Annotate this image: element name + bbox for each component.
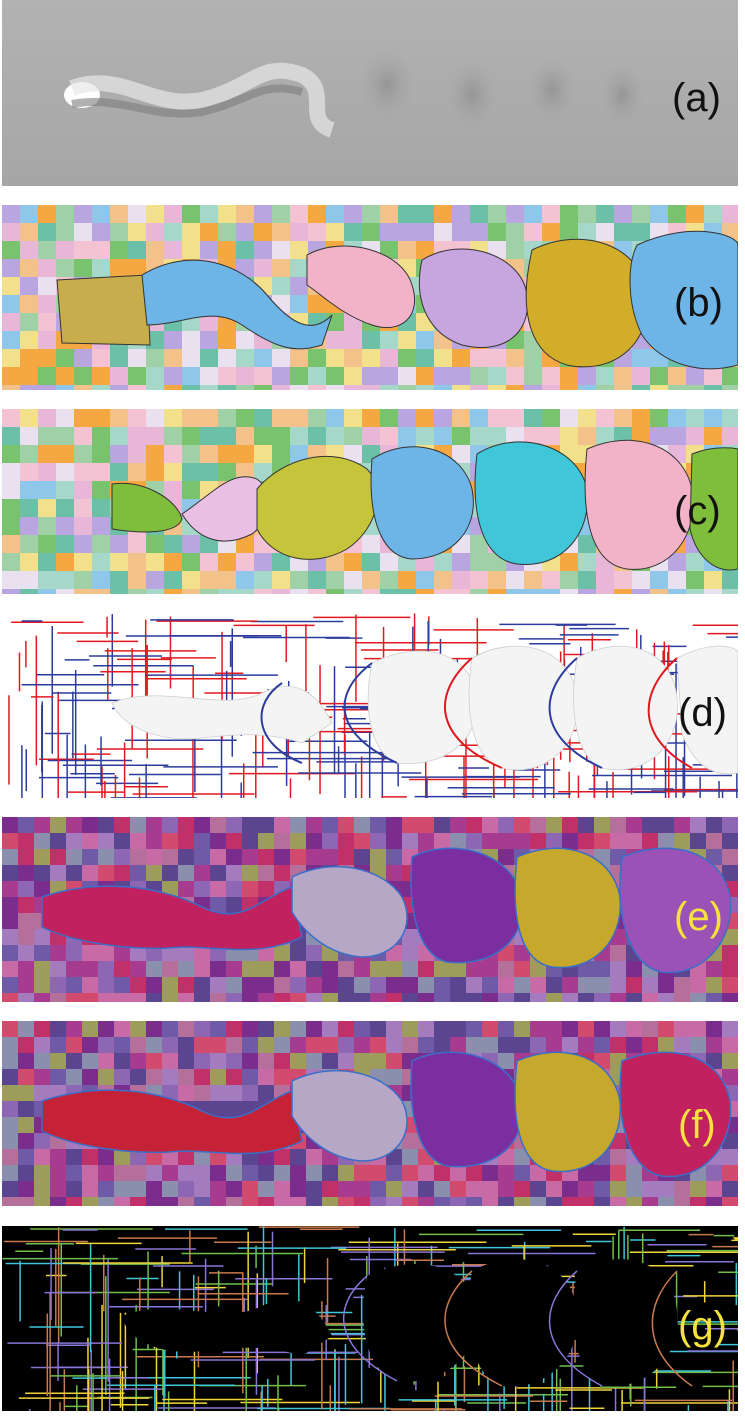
- panel-g-boundaries: (g): [2, 1226, 738, 1411]
- segmentation-image-f: [2, 1021, 738, 1206]
- panel-f-segmentation: (f): [2, 1021, 738, 1206]
- segmentation-image-c: [2, 409, 738, 594]
- flow-field-image: [2, 0, 738, 186]
- panel-e-label: (e): [674, 895, 723, 939]
- panel-a-flow-field: (a): [2, 0, 738, 186]
- panel-d-boundaries: (d): [2, 613, 738, 798]
- panel-g-label: (g): [678, 1304, 727, 1348]
- segmentation-image-e: [2, 817, 738, 1002]
- panel-b-segmentation: (b): [2, 205, 738, 390]
- segmentation-image-b: [2, 205, 738, 390]
- panel-c-label: (c): [674, 489, 721, 533]
- panel-a-label: (a): [672, 76, 721, 120]
- boundary-image-d: [8, 613, 738, 798]
- boundary-image-g: [2, 1226, 738, 1411]
- panel-f-label: (f): [678, 1103, 716, 1147]
- panel-b-label: (b): [674, 281, 723, 325]
- panel-c-segmentation: (c): [2, 409, 738, 594]
- panel-e-segmentation: (e): [2, 817, 738, 1002]
- panel-d-label: (d): [678, 691, 727, 735]
